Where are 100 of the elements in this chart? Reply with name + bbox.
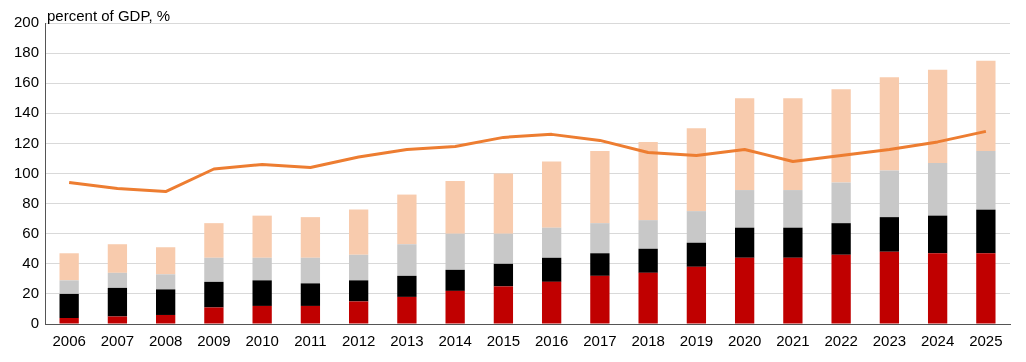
bar bbox=[783, 227, 803, 258]
bar bbox=[541, 257, 562, 282]
x-tick-label: 2015 bbox=[486, 332, 521, 350]
y-tick-label: 200 bbox=[14, 13, 40, 31]
bar bbox=[541, 161, 562, 228]
x-tick-label: 2008 bbox=[148, 332, 183, 350]
bar bbox=[59, 317, 79, 324]
bar bbox=[59, 253, 79, 281]
x-tick-label: 2021 bbox=[776, 332, 810, 350]
bar bbox=[976, 150, 996, 210]
bar bbox=[204, 257, 224, 282]
bar bbox=[204, 281, 224, 308]
y-tick-label: 60 bbox=[22, 223, 40, 241]
bar bbox=[252, 257, 272, 281]
bar bbox=[831, 223, 851, 255]
bar bbox=[156, 247, 176, 275]
bar bbox=[879, 170, 900, 218]
bar bbox=[638, 248, 658, 273]
bar bbox=[445, 181, 465, 234]
bar bbox=[252, 305, 272, 324]
bar bbox=[734, 257, 755, 324]
bar bbox=[397, 296, 417, 324]
bar bbox=[493, 286, 514, 324]
bar bbox=[156, 314, 176, 324]
bar bbox=[590, 223, 610, 254]
y-tick-label: 180 bbox=[14, 43, 40, 61]
x-tick-label: 2017 bbox=[583, 332, 617, 350]
x-tick-label: 2011 bbox=[294, 332, 327, 350]
bar bbox=[831, 254, 851, 324]
x-tick-label: 2023 bbox=[872, 332, 907, 350]
x-tick-label: 2012 bbox=[341, 332, 376, 350]
bar bbox=[493, 263, 514, 287]
bar bbox=[348, 254, 369, 281]
bar bbox=[493, 233, 514, 264]
bar bbox=[397, 194, 417, 245]
bar bbox=[348, 301, 369, 324]
bar bbox=[638, 220, 658, 249]
bar bbox=[252, 280, 272, 306]
y-tick-label: 40 bbox=[22, 253, 40, 271]
bar bbox=[976, 253, 996, 324]
x-tick-label: 2014 bbox=[438, 332, 472, 350]
bar bbox=[927, 162, 948, 216]
x-tick-label: 2013 bbox=[390, 332, 424, 350]
bar bbox=[879, 217, 900, 252]
bar bbox=[927, 215, 948, 254]
bar bbox=[638, 141, 658, 221]
bar bbox=[348, 209, 369, 255]
bar bbox=[300, 283, 321, 306]
bar bbox=[445, 290, 465, 324]
bar bbox=[927, 253, 948, 324]
bar bbox=[831, 89, 851, 183]
bar bbox=[156, 274, 176, 290]
bar bbox=[348, 280, 369, 302]
bar bbox=[156, 289, 176, 315]
bar bbox=[686, 242, 707, 267]
y-tick-label: 0 bbox=[30, 314, 40, 332]
x-tick-label: 2010 bbox=[245, 332, 279, 350]
bar bbox=[686, 266, 707, 324]
x-tick-label: 2018 bbox=[631, 332, 665, 350]
bar bbox=[107, 244, 128, 273]
bar bbox=[734, 227, 755, 258]
x-tick-label: 2020 bbox=[727, 332, 762, 350]
bar bbox=[204, 223, 224, 258]
y-tick-label: 160 bbox=[14, 73, 40, 91]
bar bbox=[300, 305, 321, 324]
x-tick-label: 2025 bbox=[969, 332, 1003, 350]
bar bbox=[541, 281, 562, 324]
bar bbox=[252, 215, 272, 258]
y-axis-title: percent of GDP, % bbox=[47, 7, 171, 25]
bar bbox=[783, 190, 803, 228]
bar bbox=[107, 316, 128, 324]
y-tick-label: 120 bbox=[14, 133, 40, 151]
bar bbox=[734, 98, 755, 191]
bar bbox=[590, 253, 610, 276]
bar bbox=[783, 98, 803, 191]
x-tick-label: 2007 bbox=[100, 332, 135, 350]
bar bbox=[541, 227, 562, 258]
bar bbox=[107, 287, 128, 317]
bar bbox=[397, 275, 417, 297]
bar bbox=[976, 60, 996, 151]
bar bbox=[397, 244, 417, 276]
bar bbox=[879, 77, 900, 171]
bar bbox=[493, 173, 514, 234]
y-tick-label: 140 bbox=[14, 103, 40, 121]
x-tick-label: 2024 bbox=[920, 332, 955, 350]
bar bbox=[686, 128, 707, 212]
bar bbox=[107, 272, 128, 288]
bar bbox=[59, 293, 79, 318]
bar bbox=[927, 69, 948, 163]
bar bbox=[300, 217, 321, 258]
bar bbox=[445, 233, 465, 270]
y-tick-label: 80 bbox=[22, 193, 40, 211]
bar bbox=[59, 280, 79, 294]
bar bbox=[686, 211, 707, 243]
bar bbox=[734, 190, 755, 228]
bar bbox=[976, 209, 996, 254]
x-tick-label: 2006 bbox=[52, 332, 86, 350]
bar bbox=[638, 272, 658, 324]
bar bbox=[879, 251, 900, 324]
bar bbox=[783, 257, 803, 324]
